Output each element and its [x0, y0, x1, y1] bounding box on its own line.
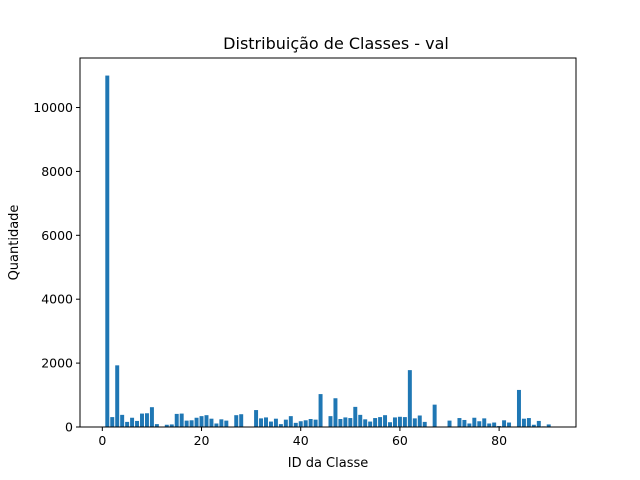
- bar-class-33: [264, 417, 268, 427]
- bar-class-5: [125, 421, 130, 427]
- bar-class-56: [378, 417, 383, 427]
- bar-class-24: [219, 419, 224, 427]
- bar-class-58: [388, 422, 392, 427]
- bar-class-34: [268, 421, 273, 427]
- bar-class-40: [298, 421, 303, 427]
- bar-class-52: [358, 414, 363, 427]
- bar-class-18: [189, 420, 194, 427]
- bar-class-31: [254, 410, 259, 427]
- bar-class-41: [303, 420, 308, 427]
- bar-class-64: [417, 415, 422, 427]
- bar-class-6: [130, 417, 135, 427]
- x-tick-label: 20: [194, 433, 210, 448]
- bar-class-59: [392, 417, 397, 427]
- y-tick-label: 4000: [41, 292, 73, 307]
- bar-class-21: [204, 415, 209, 427]
- bar-class-61: [402, 417, 407, 427]
- bar-class-10: [149, 407, 154, 427]
- bar-class-4: [120, 414, 125, 427]
- bar-class-65: [422, 421, 427, 427]
- bar-class-11: [154, 424, 159, 427]
- y-tick-label: 10000: [33, 100, 73, 115]
- bar-class-3: [115, 365, 120, 427]
- bar-class-1: [105, 75, 110, 427]
- bar-class-7: [135, 420, 140, 427]
- x-tick-label: 60: [392, 433, 408, 448]
- bar-class-50: [348, 418, 353, 427]
- bar-class-78: [487, 423, 492, 427]
- bar-class-38: [288, 416, 293, 427]
- bar-class-16: [179, 413, 184, 427]
- bar-class-85: [521, 418, 526, 427]
- x-axis-ticks: 0 20 40 60 80: [98, 427, 507, 448]
- x-tick-label: 80: [491, 433, 507, 448]
- bar-class-8: [140, 413, 144, 427]
- bar-class-73: [462, 419, 467, 427]
- y-tick-label: 0: [65, 420, 73, 435]
- bar-class-72: [457, 418, 462, 427]
- bar-class-47: [333, 398, 338, 427]
- bar-class-84: [516, 389, 521, 427]
- bar-class-9: [144, 413, 149, 427]
- bar-class-44: [318, 394, 323, 427]
- bar-class-14: [169, 424, 174, 427]
- bar-class-28: [239, 414, 244, 427]
- bar-class-57: [383, 415, 388, 427]
- bar-class-48: [338, 419, 343, 427]
- y-axis-ticks: 0 2000 4000 6000 8000 10000: [33, 100, 80, 435]
- bar-class-20: [199, 416, 204, 427]
- bar-class-74: [467, 423, 472, 427]
- bar-class-60: [397, 416, 402, 427]
- bar-class-42: [308, 419, 313, 427]
- x-axis-label: ID da Classe: [288, 456, 369, 471]
- y-tick-label: 8000: [41, 164, 73, 179]
- bar-class-27: [234, 415, 239, 427]
- y-tick-label: 6000: [41, 228, 73, 243]
- x-tick-label: 0: [98, 433, 106, 448]
- bar-class-75: [472, 417, 477, 427]
- bar-class-70: [447, 420, 452, 427]
- bars: [105, 75, 551, 427]
- bar-class-13: [164, 424, 169, 427]
- bar-class-43: [313, 419, 318, 427]
- bar-class-37: [283, 419, 288, 427]
- bar-class-67: [432, 404, 437, 427]
- bar-class-49: [343, 417, 348, 427]
- bar-class-62: [407, 370, 412, 427]
- plot-frame: [79, 57, 577, 428]
- bar-class-51: [353, 406, 358, 427]
- y-tick-label: 2000: [41, 356, 73, 371]
- bar-class-36: [278, 424, 283, 427]
- bar-class-39: [293, 422, 298, 427]
- bar-class-87: [531, 424, 536, 427]
- bar-class-86: [526, 418, 531, 427]
- bar-class-79: [492, 422, 497, 427]
- bar-class-54: [368, 421, 373, 427]
- bar-class-2: [110, 417, 115, 427]
- bar-class-82: [507, 422, 512, 427]
- bar-class-15: [174, 413, 179, 427]
- chart-title: Distribuição de Classes - val: [223, 34, 449, 53]
- bar-class-23: [214, 423, 219, 427]
- bar-class-46: [328, 416, 333, 427]
- bar-class-32: [259, 418, 264, 427]
- bar-class-25: [224, 420, 229, 427]
- bar-class-90: [546, 424, 551, 427]
- bar-class-88: [536, 420, 541, 427]
- bar-class-53: [363, 419, 368, 427]
- bar-class-77: [482, 418, 487, 427]
- bar-class-22: [209, 418, 214, 427]
- bar-class-17: [184, 420, 189, 427]
- y-axis-label: Quantidade: [7, 205, 22, 281]
- bar-class-19: [194, 417, 199, 427]
- x-tick-label: 40: [293, 433, 309, 448]
- bar-class-63: [412, 418, 417, 427]
- bar-class-81: [502, 420, 507, 427]
- bar-class-35: [273, 418, 278, 427]
- bar-class-76: [477, 421, 482, 427]
- bar-class-55: [373, 418, 378, 427]
